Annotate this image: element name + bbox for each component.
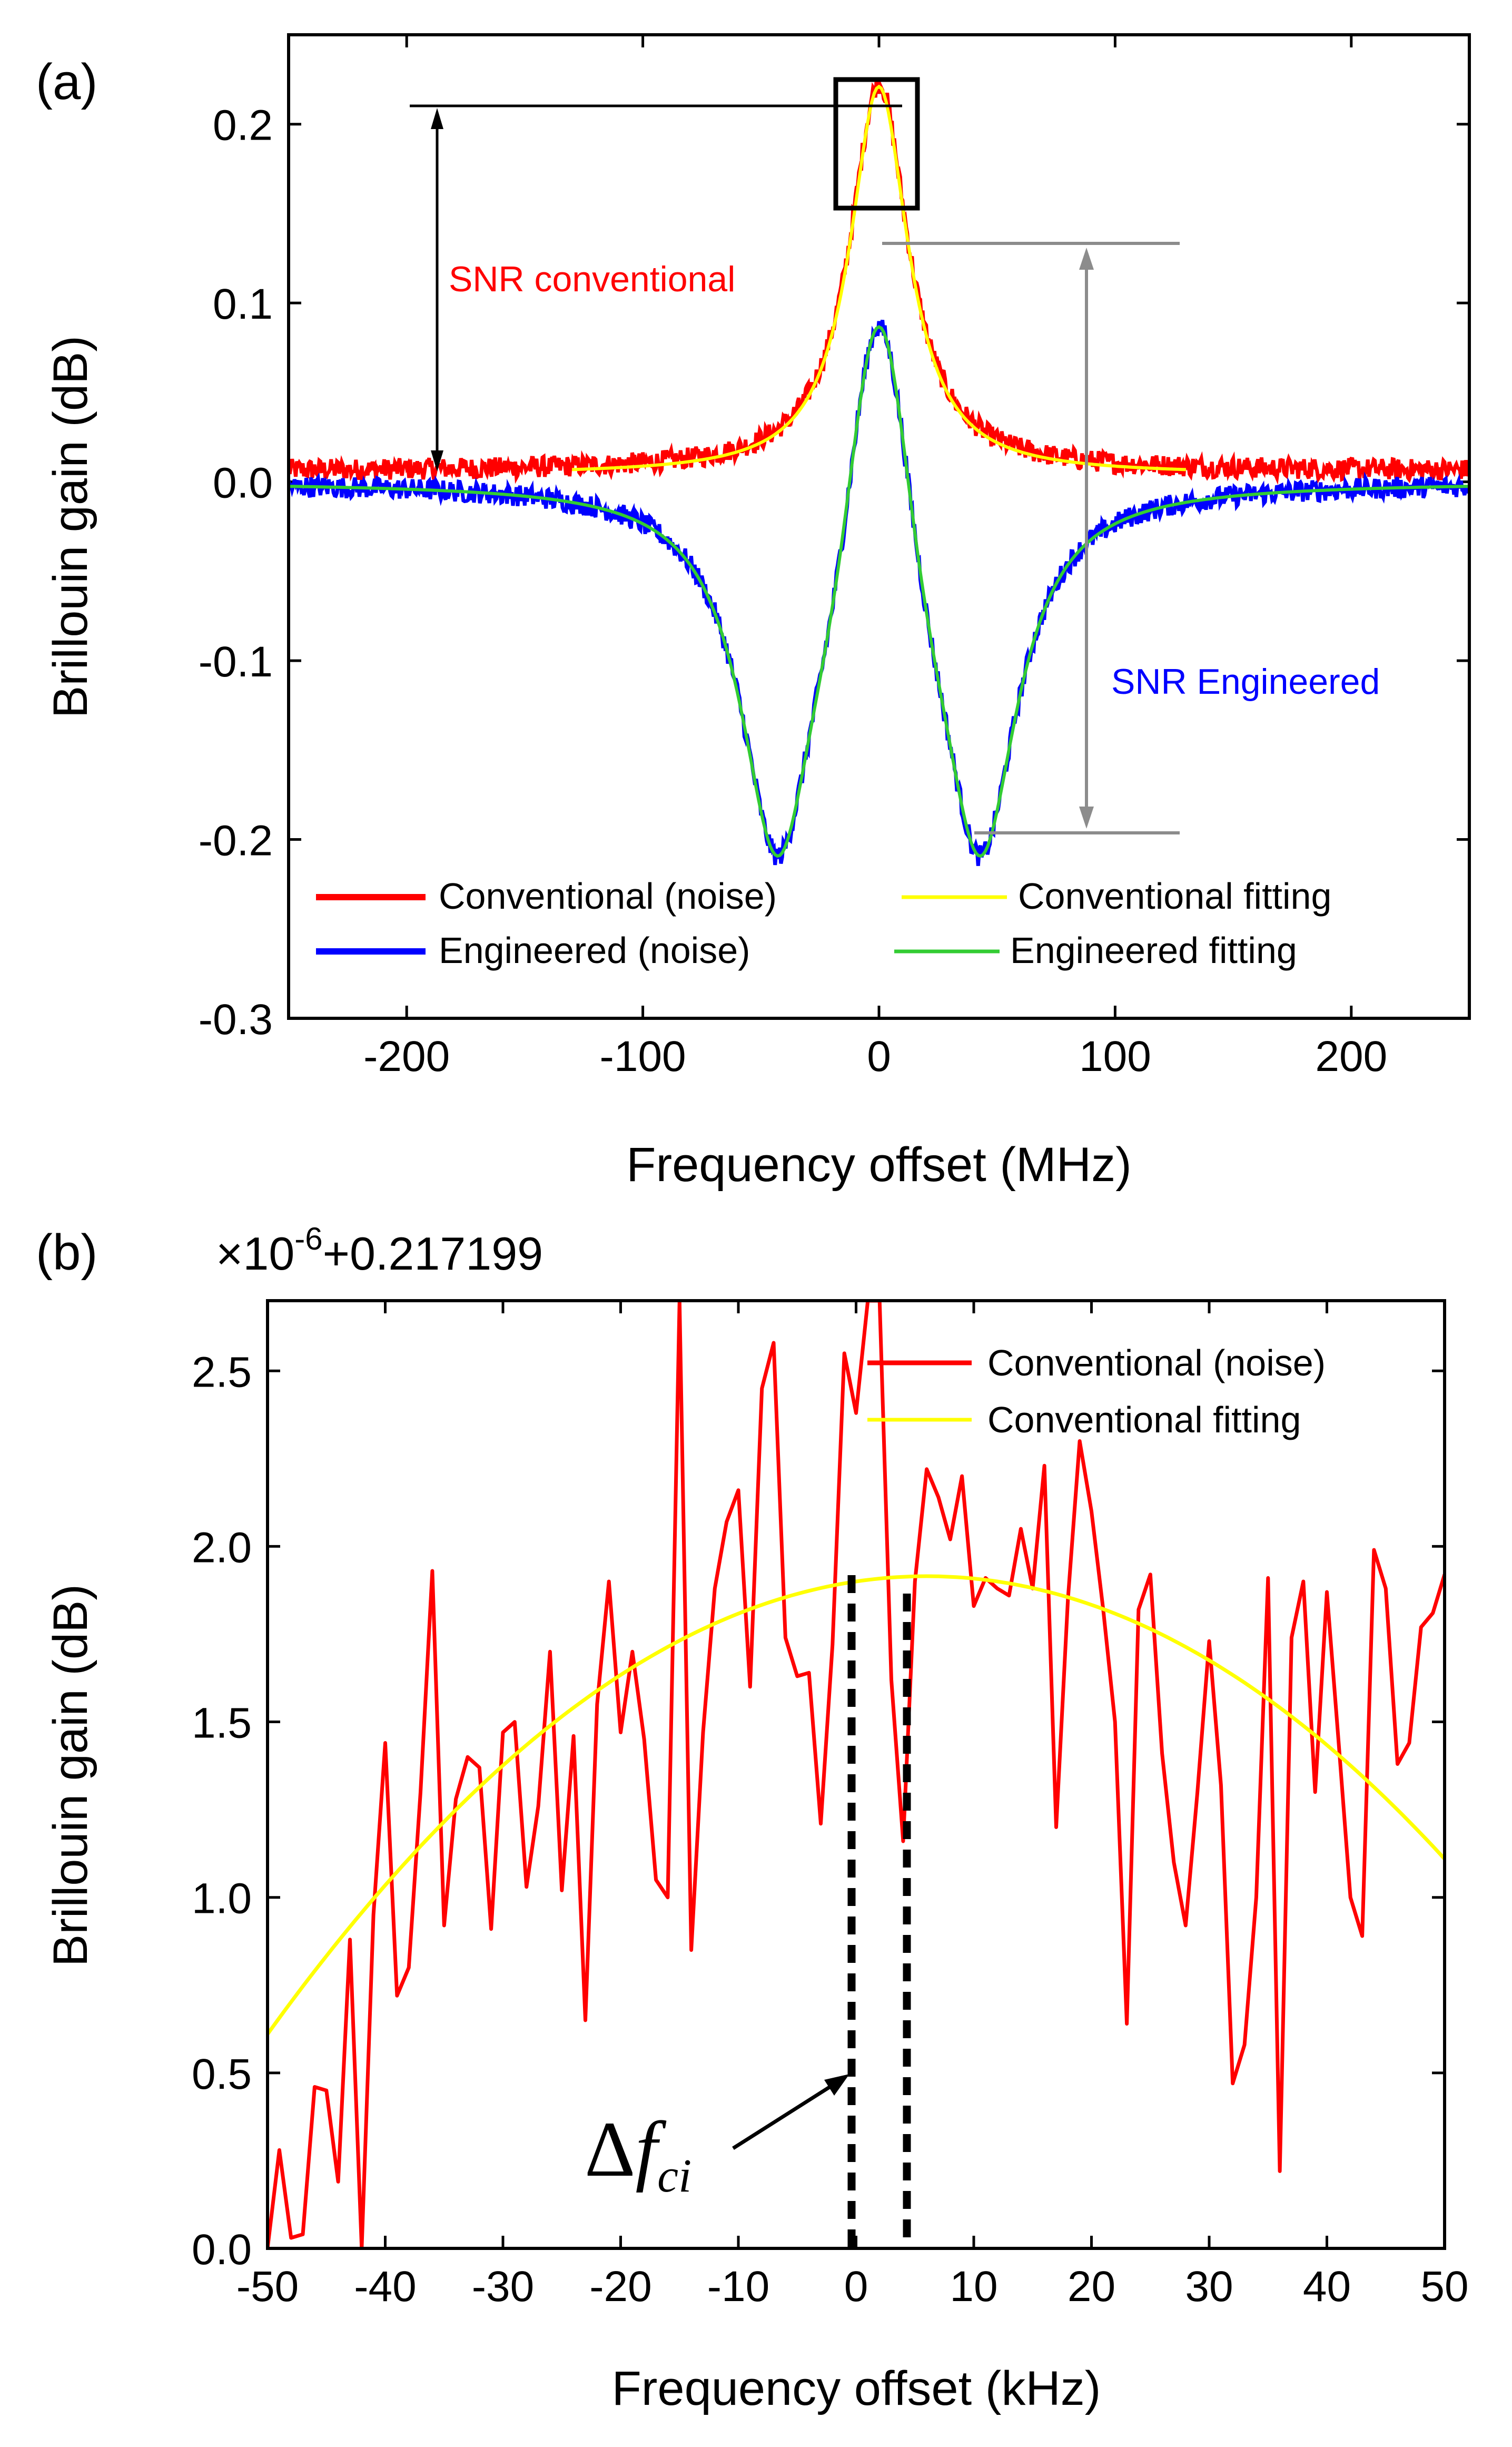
panel-b: (b) ×10-6+0.217199 -50 -40 -30 -20 -10 0 10 20 3… [36,1221,1469,2415]
panel-b-x-tick-label: -50 [236,2263,299,2311]
panel-a-x-tick-label: 0 [867,1033,891,1080]
panel-b-x-tick-label: 20 [1068,2263,1115,2311]
panel-a-legend: Conventional (noise) Conventional fittin… [316,876,1331,971]
panel-a-x-tick-label: 100 [1079,1033,1151,1080]
panel-b-y-axis-title: Brillouin gain (dB) [44,1584,97,1967]
panel-b-axis-offset: ×10-6+0.217199 [216,1221,543,1280]
snr-conventional-arrowhead-down [431,450,443,471]
panel-a-x-tick-label: -200 [363,1033,450,1080]
panel-b-x-tick-label: 50 [1420,2263,1468,2311]
legend-b-label-conventional-fit: Conventional fitting [987,1399,1301,1440]
panel-a-y-tick-label: -0.3 [199,996,273,1044]
panel-a-label: (a) [36,54,97,110]
panel-a-y-axis-title: Brillouin gain (dB) [44,336,97,718]
panel-a-ticks: -200 -100 0 100 200 -0.3 -0.2 -0.1 0.0 0.1 0.2 [199,35,1469,1080]
delta-arrowhead [824,2074,849,2096]
panel-a-annotations: SNR conventional SNR Engineered [410,77,1380,834]
panel-b-legend: Conventional (noise) Conventional fittin… [867,1342,1326,1440]
panel-a: (a) -200 -100 0 100 200 -0.3 -0.2 -0.1 0.0 0.1 0.2… [36,33,1471,1192]
panel-b-y-tick-label: 0.5 [192,2050,252,2098]
panel-a-y-tick-label: 0.2 [213,102,273,150]
snr-conventional-label: SNR conventional [449,259,735,299]
legend-label-conventional-fit: Conventional fitting [1018,876,1331,917]
legend-label-engineered-noise: Engineered (noise) [439,930,750,971]
panel-b-x-axis-title: Frequency offset (kHz) [612,2362,1101,2415]
series-engineered-noise [289,319,1469,866]
panel-b-x-tick-label: 0 [844,2263,868,2311]
panel-b-y-tick-label: 2.5 [192,1348,252,1396]
snr-engineered-arrowhead-down [1079,807,1094,829]
series-conventional-fit [571,84,1187,471]
panel-b-y-tick-label: 0.0 [192,2226,252,2274]
panel-a-x-axis-title: Frequency offset (MHz) [626,1138,1132,1192]
panel-a-series [289,77,1469,866]
panel-b-x-tick-label: 10 [950,2263,997,2311]
panel-b-frame [266,1299,1446,2250]
panel-b-y-tick-label: 1.0 [192,1875,252,1923]
panel-a-y-tick-label: 0.0 [213,459,273,507]
panel-b-x-tick-label: -40 [354,2263,417,2311]
legend-b-label-conventional-noise: Conventional (noise) [987,1342,1326,1383]
series-b-conventional-noise [268,1301,1445,2248]
panel-b-series [268,1301,1445,2248]
legend-label-conventional-noise: Conventional (noise) [439,876,777,917]
panel-b-y-tick-label: 2.0 [192,1524,252,1571]
legend-label-engineered-fit: Engineered fitting [1010,930,1297,971]
panel-b-x-tick-label: -30 [472,2263,535,2311]
delta-f-label: Δfci [585,2106,691,2202]
snr-engineered-label: SNR Engineered [1111,662,1380,702]
panel-a-x-tick-label: 200 [1315,1033,1387,1080]
series-engineered-fit [289,325,1469,858]
panel-a-y-tick-label: 0.1 [213,280,273,328]
series-b-conventional-fit [268,1574,1445,2036]
panel-a-y-tick-label: -0.1 [199,638,273,686]
panel-b-x-tick-label: -10 [707,2263,770,2311]
panel-b-delta-annotation: Δfci [585,1575,911,2248]
panel-b-label: (b) [36,1224,97,1281]
panel-b-y-tick-label: 1.5 [192,1699,252,1747]
panel-b-x-tick-label: 30 [1185,2263,1233,2311]
panel-a-y-tick-label: -0.2 [199,817,273,865]
panel-a-frame [287,33,1471,1020]
panel-b-ticks: -50 -40 -30 -20 -10 0 10 20 30 40 50 0.0 0.5 1.0 1.5 2.… [192,1301,1469,2311]
panel-a-x-tick-label: -100 [600,1033,686,1080]
snr-conventional-arrowhead-up [431,108,443,129]
snr-engineered-arrowhead-up [1079,248,1094,270]
peak-zoom-box [833,77,920,211]
panel-b-x-tick-label: -20 [589,2263,652,2311]
panel-b-x-tick-label: 40 [1303,2263,1351,2311]
delta-arrow [732,2085,832,2150]
